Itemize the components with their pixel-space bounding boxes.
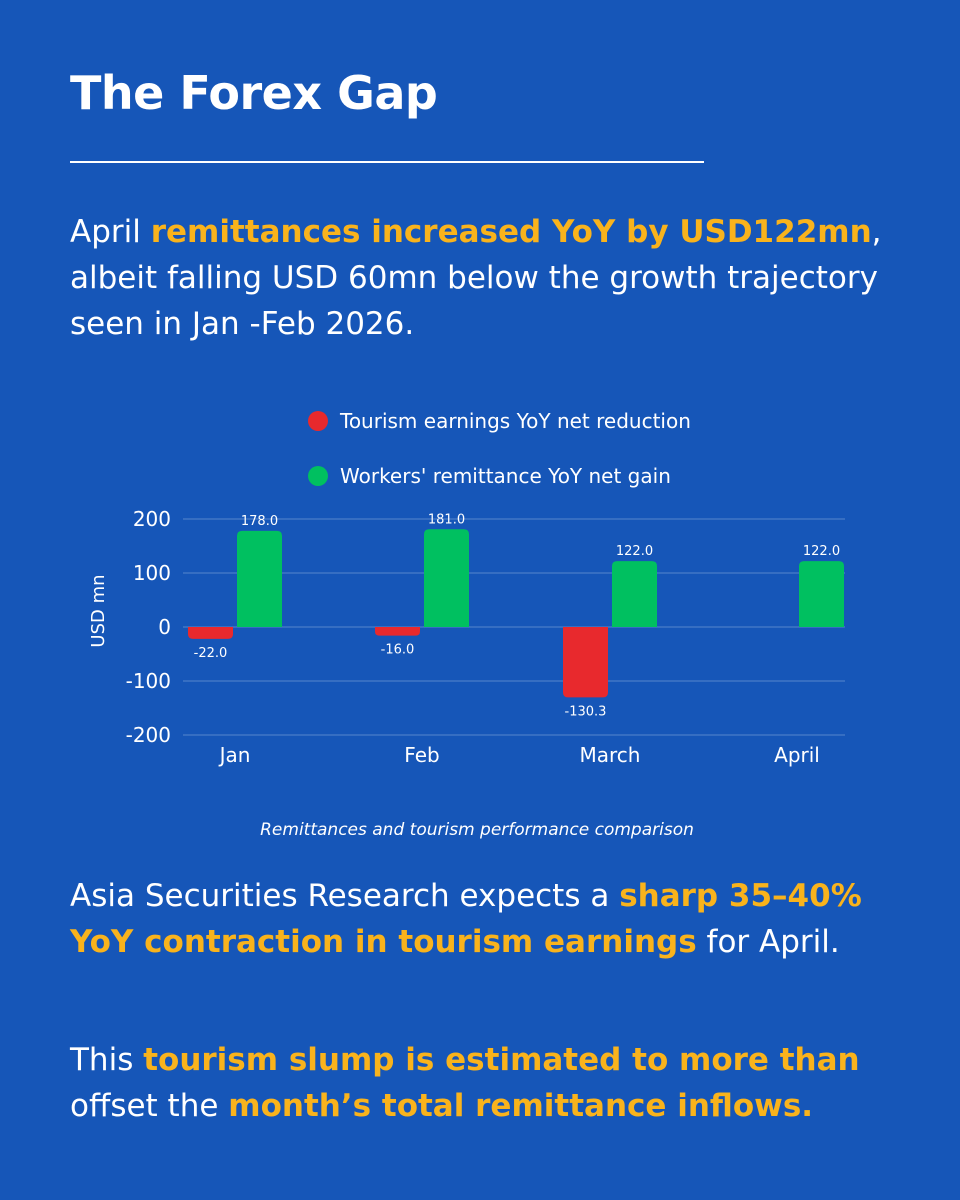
legend-label-tourism: Tourism earnings YoY net reduction (340, 409, 691, 433)
x-tick-label: April (774, 743, 820, 767)
data-label: -22.0 (194, 646, 228, 661)
legend-label-remittance: Workers' remittance YoY net gain (340, 464, 671, 488)
data-label: 122.0 (616, 544, 653, 559)
intro-paragraph: April remittances increased YoY by USD12… (70, 214, 882, 342)
intro-highlight: remittances increased YoY by USD122mn (150, 214, 872, 250)
bar-tourism (188, 627, 233, 639)
bar-remittance (424, 529, 469, 627)
offset-paragraph: This tourism slump is estimated to more … (70, 1042, 860, 1124)
x-tick-label: Jan (218, 743, 251, 767)
legend-swatch-tourism (308, 411, 328, 431)
page-title: The Forex Gap (70, 66, 438, 120)
forecast-paragraph: Asia Securities Research expects a sharp… (70, 878, 862, 960)
offset-highlight-2: month’s total remittance inflows. (228, 1088, 814, 1124)
bar-remittance (799, 561, 844, 627)
chart-caption: Remittances and tourism performance comp… (260, 820, 694, 840)
title-divider (70, 161, 704, 163)
y-tick-label: 100 (133, 561, 171, 585)
y-tick-label: -100 (126, 669, 171, 693)
y-tick-label: 0 (158, 615, 171, 639)
x-tick-label: March (580, 743, 641, 767)
bar-tourism (563, 627, 608, 698)
legend-item-tourism: Tourism earnings YoY net reduction (308, 409, 691, 433)
data-label: -16.0 (381, 643, 415, 658)
bar-remittance (237, 530, 282, 627)
data-label: 122.0 (803, 544, 840, 559)
bar-chart: 200 100 0 -100 -200 USD mn -22.0 178.0 Jan -16.0 1… (88, 507, 845, 767)
data-label: -130.3 (565, 704, 607, 719)
data-label: 181.0 (428, 512, 465, 527)
y-tick-label: 200 (133, 507, 171, 531)
legend-swatch-remittance (308, 466, 328, 486)
bar-tourism (375, 627, 420, 636)
forecast-highlight: sharp 35–40% YoY contraction in tourism … (70, 878, 862, 960)
bar-remittance (612, 561, 657, 627)
y-axis-label: USD mn (88, 574, 109, 647)
y-tick-label: -200 (126, 723, 171, 747)
data-label: 178.0 (241, 514, 278, 529)
offset-highlight-1: tourism slump is estimated to more than (143, 1042, 860, 1078)
x-tick-label: Feb (404, 743, 439, 767)
legend-item-remittance: Workers' remittance YoY net gain (308, 464, 671, 488)
